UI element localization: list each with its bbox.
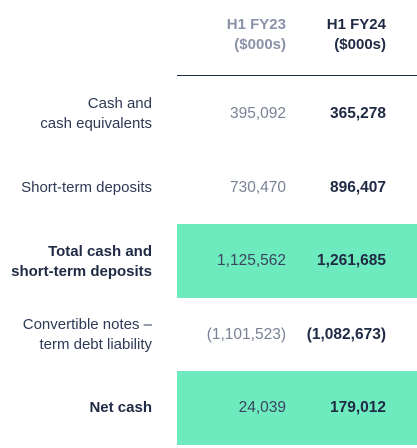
column-header-unit: ($000s) [334, 36, 386, 53]
row-label-line: Cash and [87, 95, 152, 112]
row-label: Net cash [89, 398, 152, 418]
row-label-line: Short-term deposits [21, 179, 152, 196]
row-label: Cash and cash equivalents [40, 94, 152, 134]
value-h1-fy23: 24,039 [238, 399, 286, 416]
column-header-h1-fy24: H1 FY24 ($000s) [327, 15, 386, 55]
row-label: Short-term deposits [21, 178, 152, 198]
row-label-line: Net cash [89, 399, 152, 416]
value-h1-fy23: 730,470 [229, 179, 286, 196]
value-h1-fy23: (1,101,523) [206, 326, 286, 343]
column-header-h1-fy23: H1 FY23 ($000s) [227, 15, 286, 55]
value-h1-fy24: 1,261,685 [317, 252, 386, 269]
column-header-unit: ($000s) [234, 36, 286, 53]
header-divider [177, 75, 417, 76]
total-row-highlight [177, 224, 417, 298]
row-label-line: term debt liability [39, 336, 152, 353]
column-header-period: H1 FY23 [226, 16, 286, 33]
value-h1-fy23: 1,125,562 [217, 252, 286, 269]
value-h1-fy24: (1,082,673) [306, 326, 386, 343]
row-label-line: Total cash and [48, 243, 152, 260]
row-label-line: cash equivalents [40, 115, 152, 132]
value-h1-fy24: 365,278 [329, 105, 386, 122]
row-label: Convertible notes – term debt liability [23, 315, 152, 355]
value-h1-fy24: 896,407 [329, 179, 386, 196]
value-h1-fy24: 179,012 [329, 399, 386, 416]
net-cash-row-highlight [177, 371, 417, 445]
row-label: Total cash and short-term deposits [11, 242, 152, 282]
column-header-period: H1 FY24 [326, 16, 386, 33]
value-h1-fy23: 395,092 [229, 105, 286, 122]
row-label-line: Convertible notes – [22, 316, 152, 333]
row-label-line: short-term deposits [11, 263, 152, 280]
